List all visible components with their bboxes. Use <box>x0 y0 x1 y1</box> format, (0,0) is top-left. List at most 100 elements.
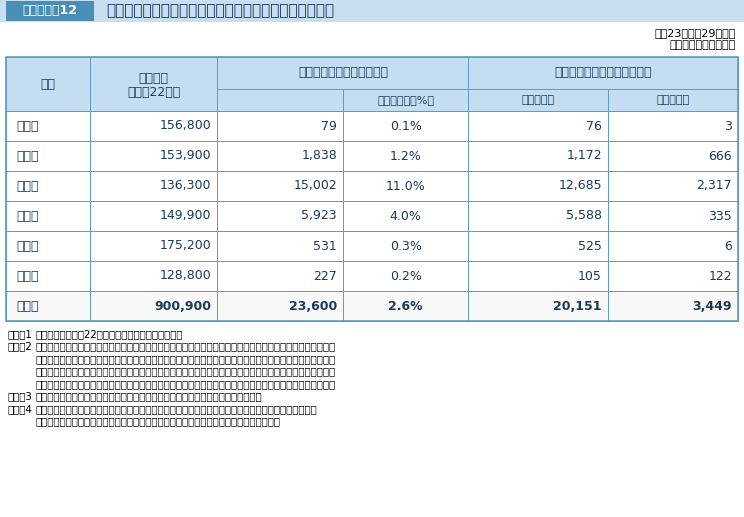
Bar <box>6 141 90 171</box>
Bar <box>343 171 469 201</box>
Text: （単位：ヘクタール）: （単位：ヘクタール） <box>670 40 736 50</box>
Text: （注）1: （注）1 <box>8 329 33 339</box>
Text: 震の浸水範囲概況図（国土地理院）等の資料を活用しながら目視判断により，農地が流失又は冠水したと思わ: 震の浸水範囲概況図（国土地理院）等の資料を活用しながら目視判断により，農地が流失… <box>36 354 336 364</box>
Text: 12,685: 12,685 <box>558 179 602 192</box>
Text: 平成23年３月29日現在: 平成23年３月29日現在 <box>655 28 736 38</box>
Bar <box>217 231 343 261</box>
Text: （平成22年）: （平成22年） <box>127 85 180 99</box>
Bar <box>608 89 738 111</box>
Bar <box>217 141 343 171</box>
Bar <box>343 231 469 261</box>
Text: 20,151: 20,151 <box>554 299 602 312</box>
Text: 県名: 県名 <box>40 78 55 90</box>
Text: 76: 76 <box>586 119 602 132</box>
Text: 105: 105 <box>578 269 602 282</box>
Text: 156,800: 156,800 <box>160 119 211 132</box>
Bar <box>217 261 343 291</box>
Bar <box>90 201 217 231</box>
Text: 525: 525 <box>578 239 602 252</box>
Bar <box>469 261 608 291</box>
Text: 3: 3 <box>724 119 732 132</box>
Bar <box>469 89 608 111</box>
Text: 福島県: 福島県 <box>16 209 39 222</box>
Text: 被害面積求積は農地集団毎に求積しており一部水路や細い農道等も含まれている。: 被害面積求積は農地集団毎に求積しており一部水路や細い農道等も含まれている。 <box>36 391 263 402</box>
Text: 153,900: 153,900 <box>160 149 211 162</box>
Text: 1,838: 1,838 <box>301 149 337 162</box>
Text: 2.6%: 2.6% <box>388 299 423 312</box>
Bar <box>343 111 469 141</box>
Text: 3: 3 <box>8 391 33 402</box>
Text: 等の被害が発生しているが，これらの被害面積については現在調査中のため今回の数値には含まれていない。: 等の被害が発生しているが，これらの被害面積については現在調査中のため今回の数値に… <box>36 379 336 389</box>
Bar <box>90 231 217 261</box>
Bar <box>90 261 217 291</box>
Bar <box>469 201 608 231</box>
Bar <box>6 231 90 261</box>
Bar <box>90 171 217 201</box>
Bar <box>90 291 217 321</box>
Bar <box>469 57 738 89</box>
Text: 1.2%: 1.2% <box>390 149 422 162</box>
Text: 推定面積の田畑別内訳の試算については，過去の調査結果による当該地域の田畑比率等から推計した。: 推定面積の田畑別内訳の試算については，過去の調査結果による当該地域の田畑比率等か… <box>36 404 318 414</box>
Text: 0.1%: 0.1% <box>390 119 422 132</box>
Bar <box>343 261 469 291</box>
Bar <box>608 261 738 291</box>
Bar <box>469 291 608 321</box>
Text: 335: 335 <box>708 209 732 222</box>
Text: 流失・冠水等被害推定面積は，地震発生前の農地が撮影されている人工衛星画像を基に，東北地方太平洋沖地: 流失・冠水等被害推定面積は，地震発生前の農地が撮影されている人工衛星画像を基に，… <box>36 342 336 352</box>
Bar <box>469 111 608 141</box>
Text: 0.3%: 0.3% <box>390 239 422 252</box>
Bar <box>6 111 90 141</box>
Text: 128,800: 128,800 <box>160 269 211 282</box>
Bar <box>217 57 469 89</box>
Text: 津波により流失や冠水等の被害を受けた農地の推定面積: 津波により流失や冠水等の被害を受けた農地の推定面積 <box>106 4 334 19</box>
Bar <box>90 57 217 111</box>
Bar <box>343 141 469 171</box>
Bar <box>469 141 608 171</box>
Text: 2: 2 <box>8 342 33 352</box>
Bar <box>343 291 469 321</box>
Text: 岩手県: 岩手県 <box>16 149 39 162</box>
Bar <box>6 291 90 321</box>
Bar <box>6 57 738 321</box>
Bar <box>90 141 217 171</box>
Text: 宮城県: 宮城県 <box>16 179 39 192</box>
Bar <box>6 201 90 231</box>
Text: （農林水産省資料）: （農林水産省資料） <box>36 417 281 427</box>
Bar <box>343 89 469 111</box>
Text: 田耕地面積: 田耕地面積 <box>522 95 555 105</box>
Text: 23,600: 23,600 <box>289 299 337 312</box>
Bar <box>6 261 90 291</box>
Bar <box>608 141 738 171</box>
Text: 175,200: 175,200 <box>160 239 211 252</box>
Text: 6: 6 <box>724 239 732 252</box>
Bar <box>343 201 469 231</box>
Text: 4: 4 <box>8 404 33 414</box>
Bar <box>608 201 738 231</box>
Text: 227: 227 <box>313 269 337 282</box>
Text: 11.0%: 11.0% <box>386 179 426 192</box>
Bar <box>608 291 738 321</box>
Text: 0.2%: 0.2% <box>390 269 422 282</box>
Bar <box>469 231 608 261</box>
Bar <box>6 1 94 21</box>
Bar <box>217 291 343 321</box>
Text: 2,317: 2,317 <box>696 179 732 192</box>
Text: 136,300: 136,300 <box>160 179 211 192</box>
Bar <box>6 171 90 201</box>
Bar <box>608 111 738 141</box>
Text: 1,172: 1,172 <box>566 149 602 162</box>
Bar <box>217 89 343 111</box>
Text: 666: 666 <box>708 149 732 162</box>
Text: 79: 79 <box>321 119 337 132</box>
Text: 耕地面積: 耕地面積 <box>138 72 169 85</box>
Text: 合　計: 合 計 <box>16 299 39 312</box>
Text: 149,900: 149,900 <box>160 209 211 222</box>
Text: 千葉県: 千葉県 <box>16 269 39 282</box>
Bar <box>608 171 738 201</box>
Text: 5,923: 5,923 <box>301 209 337 222</box>
Bar <box>469 171 608 201</box>
Text: 青森県: 青森県 <box>16 119 39 132</box>
Text: 531: 531 <box>313 239 337 252</box>
Text: 畑耕地面積: 畑耕地面積 <box>656 95 690 105</box>
Text: れる農地を推定して求積した。なお，今回被害面積を推定した浸水範囲以外の地域においても地割れ，液状化: れる農地を推定して求積した。なお，今回被害面積を推定した浸水範囲以外の地域におい… <box>36 367 336 376</box>
